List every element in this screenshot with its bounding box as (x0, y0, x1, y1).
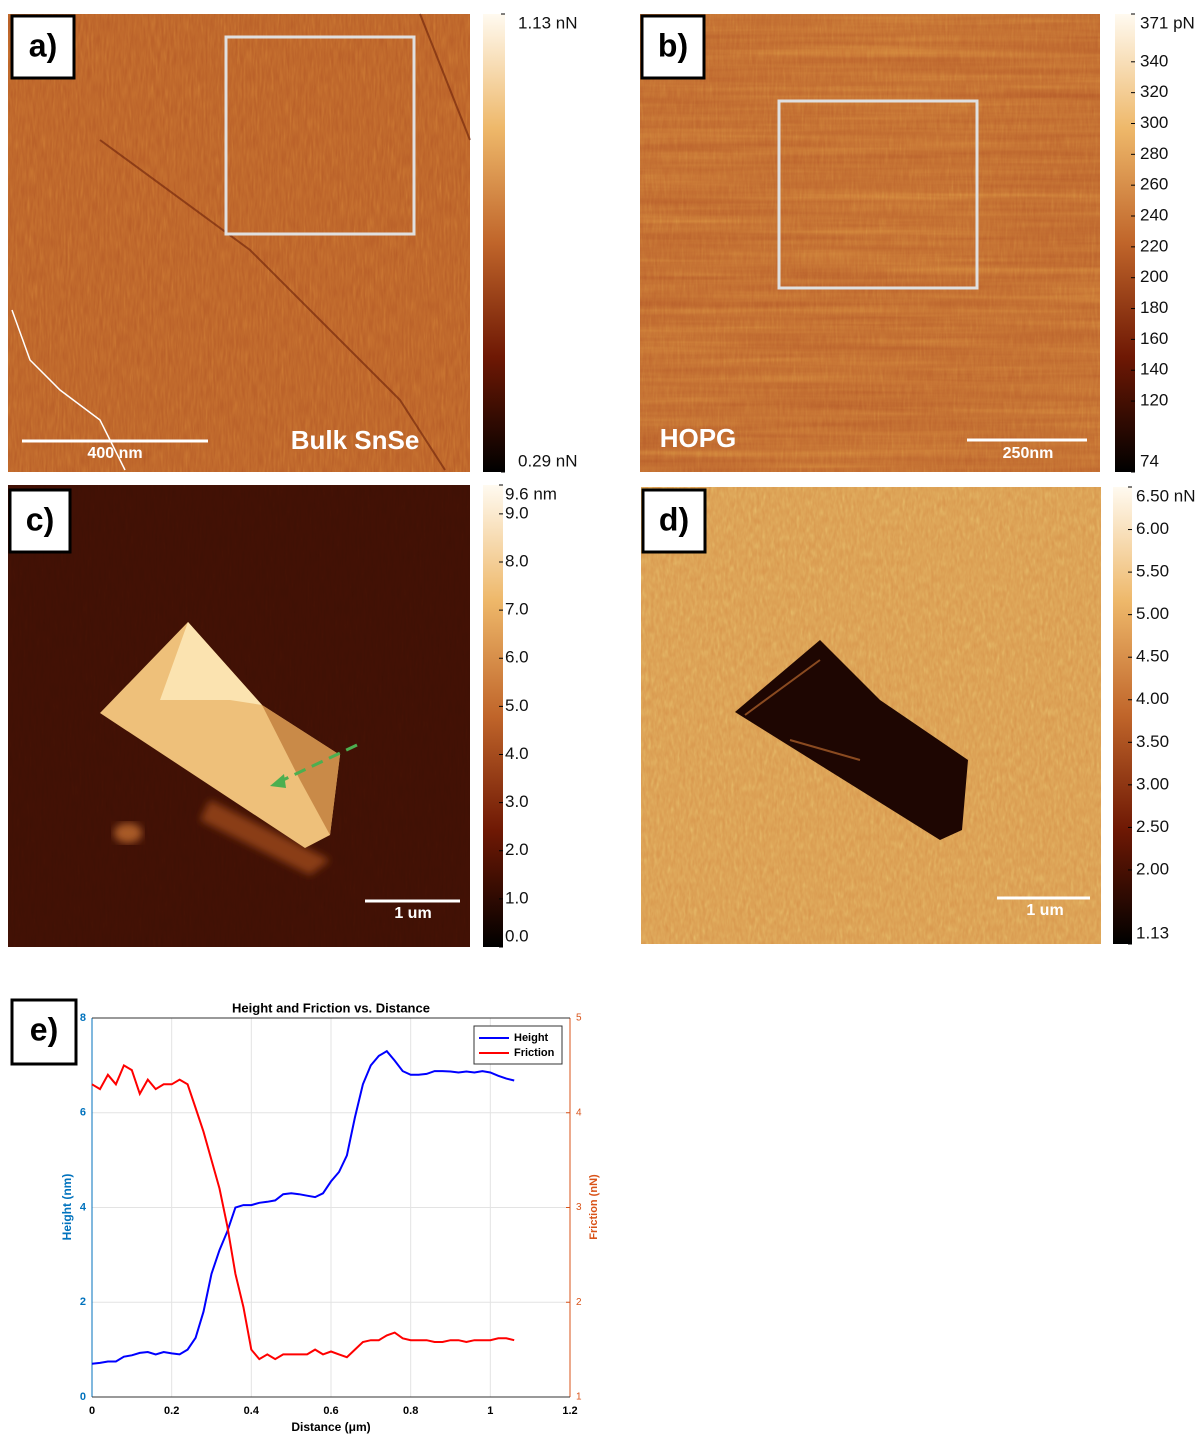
colorbar-tick-label: 5.0 (505, 696, 529, 715)
colorbar (1115, 14, 1135, 472)
colorbar-tick-label: 4.0 (505, 744, 529, 763)
x-tick-label: 0 (89, 1405, 95, 1417)
y2-tick-label: 5 (576, 1013, 582, 1024)
y-tick-label: 0 (80, 1391, 86, 1403)
x-tick-label: 0.4 (244, 1405, 260, 1417)
colorbar-tick-label: 140 (1140, 360, 1168, 379)
caption: Bulk SnSe (291, 425, 420, 455)
y2-tick-label: 3 (576, 1202, 582, 1213)
y-tick-label: 4 (80, 1201, 87, 1213)
colorbar-tick-label: 371 pN (1140, 13, 1195, 32)
colorbar-tick-label: 0.0 (505, 926, 529, 945)
y-axis-label: Height (nm) (60, 1174, 74, 1241)
chart-title: Height and Friction vs. Distance (232, 1000, 430, 1015)
colorbar-tick-label: 5.00 (1136, 604, 1169, 623)
colorbar-tick-label: 2.50 (1136, 817, 1169, 836)
scalebar-label: 1 um (394, 905, 431, 922)
colorbar-tick-label: 1.13 (1136, 923, 1169, 942)
panel-c: 1 um c) (8, 485, 503, 947)
colorbar (483, 485, 503, 947)
colorbar-tick-label: 340 (1140, 51, 1168, 70)
x-tick-label: 0.6 (323, 1405, 338, 1417)
colorbar-tick-label: 6.00 (1136, 519, 1169, 538)
y-tick-label: 6 (80, 1107, 86, 1119)
x-axis-label: Distance (μm) (291, 1420, 370, 1434)
panel-label: d) (659, 501, 689, 537)
x-tick-label: 1.2 (562, 1405, 577, 1417)
colorbar-tick-label: 1.13 nN (518, 13, 578, 32)
particle (114, 823, 142, 843)
panel-e: e) Height and Friction vs. Distance Dist… (12, 1000, 600, 1434)
colorbar-tick-label: 2.00 (1136, 859, 1169, 878)
texture (640, 14, 1100, 472)
colorbar-tick-label: 1.0 (505, 888, 529, 907)
colorbar-tick-label: 220 (1140, 236, 1168, 255)
colorbar-tick-label: 280 (1140, 144, 1168, 163)
caption: HOPG (660, 423, 737, 453)
scalebar-label: 250nm (1003, 445, 1054, 462)
colorbar-tick-label: 3.0 (505, 792, 529, 811)
y-tick-label: 8 (80, 1012, 86, 1024)
colorbar-tick-label: 5.50 (1136, 562, 1169, 581)
scalebar-label: 400 nm (87, 445, 142, 462)
colorbar-tick-label: 120 (1140, 391, 1168, 410)
panel-label: a) (29, 27, 57, 63)
colorbar-tick-label: 200 (1140, 267, 1168, 286)
colorbar (1113, 487, 1132, 944)
x-tick-label: 0.8 (403, 1405, 418, 1417)
panel-d: 1 um d) (641, 487, 1132, 944)
x-tick-label: 1 (487, 1405, 493, 1417)
panel-label: e) (30, 1011, 58, 1047)
colorbar-tick-label: 9.0 (505, 503, 529, 522)
panel-b: 250nm HOPG b) (640, 14, 1135, 472)
panel-a: 400 nm Bulk SnSe a) (8, 14, 505, 472)
figure: 400 nm Bulk SnSe a) 250nm HOPG b) 1 um c… (0, 0, 1203, 1437)
colorbar-tick-label: 180 (1140, 298, 1168, 317)
colorbar-tick-label: 74 (1140, 451, 1159, 470)
y2-tick-label: 1 (576, 1392, 582, 1403)
colorbar-tick-label: 8.0 (505, 551, 529, 570)
colorbar-tick-label: 240 (1140, 205, 1168, 224)
colorbar-tick-label: 0.29 nN (518, 451, 578, 470)
colorbar-tick-label: 3.50 (1136, 732, 1169, 751)
scalebar-label: 1 um (1026, 902, 1063, 919)
x-tick-label: 0.2 (164, 1405, 179, 1417)
colorbar-tick-label: 6.0 (505, 648, 529, 667)
y-tick-label: 2 (80, 1296, 86, 1308)
y2-axis-label: Friction (nN) (588, 1174, 600, 1240)
legend-label: Friction (514, 1047, 555, 1059)
colorbar-tick-label: 160 (1140, 329, 1168, 348)
panel-label: c) (26, 501, 54, 537)
colorbar-tick-label: 6.50 nN (1136, 486, 1196, 505)
colorbar-tick-label: 7.0 (505, 600, 529, 619)
colorbar-tick-label: 9.6 nm (505, 484, 557, 503)
colorbar-tick-label: 4.00 (1136, 689, 1169, 708)
colorbar-tick-label: 2.0 (505, 840, 529, 859)
colorbar-tick-label: 320 (1140, 82, 1168, 101)
colorbar-tick-label: 3.00 (1136, 774, 1169, 793)
colorbar-tick-label: 260 (1140, 175, 1168, 194)
legend-label: Height (514, 1032, 549, 1044)
colorbar-tick-label: 4.50 (1136, 647, 1169, 666)
colorbar (483, 14, 505, 472)
y2-tick-label: 4 (576, 1107, 582, 1118)
y2-tick-label: 2 (576, 1297, 582, 1308)
panel-label: b) (658, 27, 688, 63)
colorbar-tick-label: 300 (1140, 113, 1168, 132)
